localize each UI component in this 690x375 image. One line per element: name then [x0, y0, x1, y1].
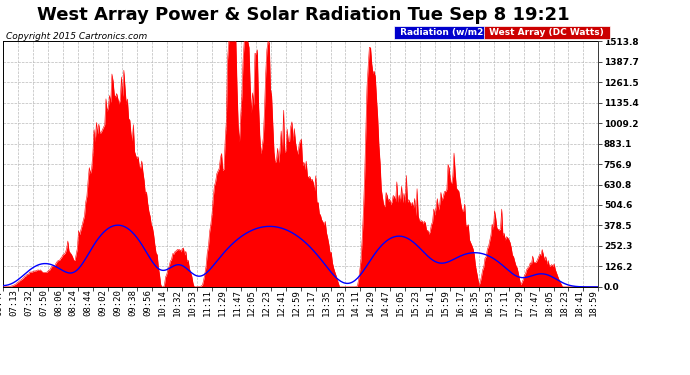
Text: 08:06: 08:06: [54, 289, 63, 316]
Text: 09:38: 09:38: [128, 289, 137, 316]
Text: 16:35: 16:35: [471, 289, 480, 316]
Text: 09:56: 09:56: [143, 289, 152, 316]
Text: 18:59: 18:59: [589, 289, 598, 316]
Text: 11:29: 11:29: [217, 289, 226, 316]
Text: 07:32: 07:32: [24, 289, 33, 316]
Text: 06:47: 06:47: [0, 289, 3, 316]
Text: 10:32: 10:32: [173, 289, 182, 316]
Text: 07:13: 07:13: [10, 289, 19, 316]
Text: 18:23: 18:23: [560, 289, 569, 316]
Text: 18:05: 18:05: [544, 289, 553, 316]
Text: West Array (DC Watts): West Array (DC Watts): [486, 28, 607, 37]
Text: 07:50: 07:50: [39, 289, 48, 316]
Text: 11:11: 11:11: [203, 289, 212, 316]
Text: 12:59: 12:59: [292, 289, 301, 316]
Text: Radiation (w/m2): Radiation (w/m2): [397, 28, 491, 37]
Text: 12:41: 12:41: [277, 289, 286, 316]
Text: 13:53: 13:53: [337, 289, 346, 316]
Text: 14:47: 14:47: [381, 289, 390, 316]
Text: 15:23: 15:23: [411, 289, 420, 316]
Text: 18:41: 18:41: [574, 289, 583, 316]
Text: 15:05: 15:05: [396, 289, 405, 316]
Text: 09:02: 09:02: [99, 289, 108, 316]
Text: 10:53: 10:53: [188, 289, 197, 316]
Text: 14:29: 14:29: [366, 289, 375, 316]
Text: 17:47: 17:47: [530, 289, 539, 316]
Text: 09:20: 09:20: [113, 289, 122, 316]
Text: 12:05: 12:05: [247, 289, 256, 316]
Text: 15:41: 15:41: [426, 289, 435, 316]
Text: 15:59: 15:59: [440, 289, 450, 316]
Text: 13:17: 13:17: [307, 289, 316, 316]
Text: 16:17: 16:17: [455, 289, 464, 316]
Text: 08:44: 08:44: [83, 289, 92, 316]
Text: 12:23: 12:23: [262, 289, 271, 316]
Text: 11:47: 11:47: [233, 289, 241, 316]
Text: 16:53: 16:53: [485, 289, 494, 316]
Text: 08:24: 08:24: [69, 289, 78, 316]
Text: West Array Power & Solar Radiation Tue Sep 8 19:21: West Array Power & Solar Radiation Tue S…: [37, 6, 570, 24]
Text: 17:29: 17:29: [515, 289, 524, 316]
Text: 14:11: 14:11: [351, 289, 360, 316]
Text: Copyright 2015 Cartronics.com: Copyright 2015 Cartronics.com: [6, 32, 147, 41]
Text: 10:14: 10:14: [158, 289, 167, 316]
Text: 17:11: 17:11: [500, 289, 509, 316]
Text: 13:35: 13:35: [322, 289, 331, 316]
